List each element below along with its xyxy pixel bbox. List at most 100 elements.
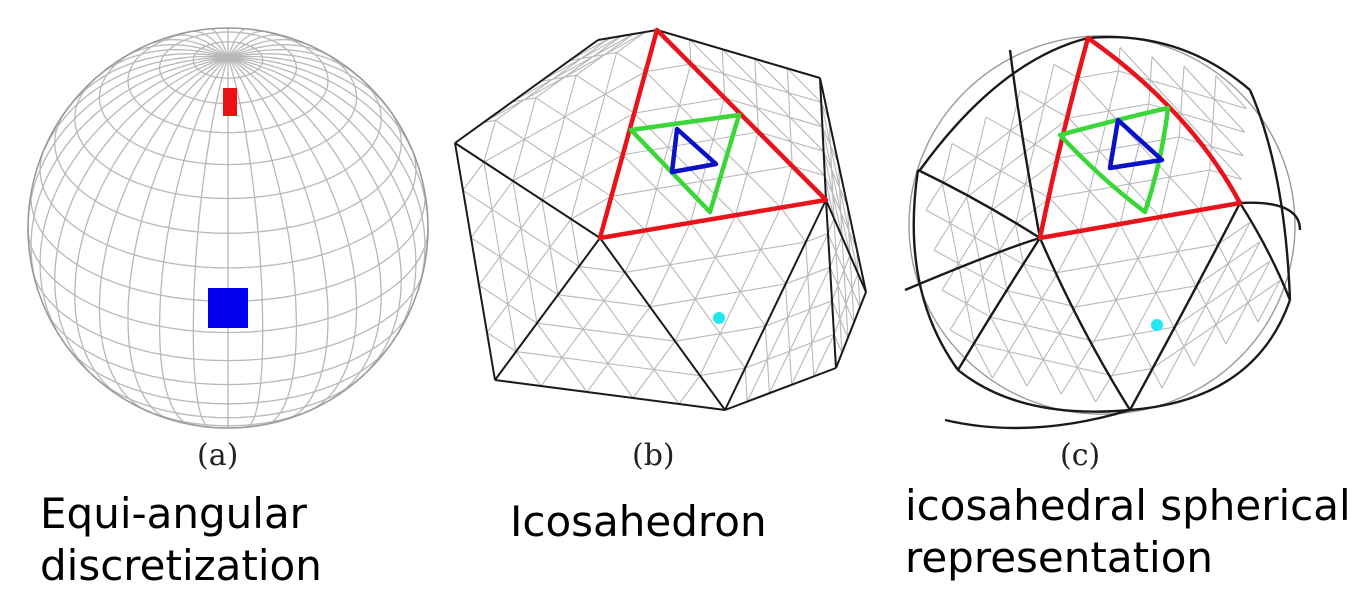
grid-line bbox=[483, 161, 517, 352]
icosahedron bbox=[454, 27, 867, 411]
longitude-line bbox=[127, 57, 229, 420]
longitude-line bbox=[227, 56, 417, 345]
grid-line bbox=[1006, 290, 1062, 395]
great-circle-arc bbox=[1038, 237, 1132, 411]
grid-line bbox=[644, 63, 692, 231]
longitude-line bbox=[61, 53, 229, 117]
grid-line bbox=[674, 214, 737, 342]
grid-line bbox=[991, 272, 1059, 379]
grid-line bbox=[1151, 280, 1281, 370]
grid-line bbox=[833, 218, 843, 353]
caption-a-line2: discretization bbox=[40, 541, 322, 590]
grid-line bbox=[805, 241, 815, 377]
grid-line bbox=[721, 48, 824, 152]
grid-line bbox=[541, 75, 577, 201]
longitude-line bbox=[227, 57, 329, 420]
panel-c-label: (c) bbox=[1060, 438, 1101, 473]
grid-line bbox=[645, 63, 691, 73]
icosahedron-edge bbox=[599, 237, 726, 411]
longitude-line bbox=[227, 49, 365, 83]
grid-line bbox=[1095, 375, 1113, 403]
grid-line bbox=[841, 236, 849, 338]
grid-line bbox=[746, 233, 829, 402]
grid-line bbox=[833, 334, 843, 354]
grid-line bbox=[1093, 216, 1161, 342]
grid-line bbox=[699, 207, 782, 376]
grid-line bbox=[1193, 241, 1261, 367]
grid-line bbox=[1023, 264, 1097, 403]
great-circle-arc bbox=[1129, 299, 1292, 412]
grid-line bbox=[1119, 47, 1243, 180]
grid-line bbox=[1217, 221, 1251, 245]
grid-line bbox=[578, 266, 680, 405]
grid-line bbox=[1151, 368, 1163, 389]
grid-line bbox=[462, 189, 580, 267]
icosahedron-edge bbox=[454, 142, 601, 239]
grid-line bbox=[787, 68, 822, 103]
figure-svg bbox=[27, 27, 1302, 430]
grid-line bbox=[966, 197, 992, 318]
caption-c-line1: icosahedral spherical bbox=[905, 481, 1351, 530]
grid-line bbox=[821, 126, 851, 256]
grid-line bbox=[586, 306, 651, 393]
grid-line bbox=[813, 334, 835, 377]
grid-line bbox=[570, 218, 580, 267]
middle-triangle bbox=[628, 112, 742, 215]
grid-line bbox=[1178, 66, 1185, 138]
grid-line bbox=[785, 283, 793, 385]
grid-line bbox=[1217, 244, 1259, 323]
great-circle-arc bbox=[1128, 202, 1242, 411]
grid-line bbox=[792, 165, 825, 177]
grid-line bbox=[831, 254, 851, 302]
grid-line bbox=[820, 102, 859, 274]
great-circle-arc bbox=[1238, 202, 1292, 301]
caption-b-line1: Icosahedron bbox=[510, 497, 767, 546]
icosahedron-edge bbox=[724, 199, 827, 411]
grid-line bbox=[645, 71, 782, 208]
great-circle-arc bbox=[919, 36, 1089, 171]
grid-line bbox=[744, 367, 748, 402]
grid-line bbox=[557, 294, 634, 399]
grid-line bbox=[512, 112, 635, 182]
grid-line bbox=[1078, 70, 1119, 79]
longitude-line bbox=[36, 55, 229, 170]
longitude-line bbox=[227, 56, 382, 398]
grid-line bbox=[689, 39, 826, 176]
grid-line bbox=[857, 273, 861, 308]
great-circle-arc bbox=[1087, 35, 1251, 91]
grid-line bbox=[649, 283, 786, 308]
grid-line bbox=[974, 343, 1113, 377]
grid-line bbox=[624, 241, 806, 273]
grid-line bbox=[611, 196, 646, 231]
caption-c-line2: representation bbox=[905, 533, 1214, 582]
grid-line bbox=[611, 165, 793, 197]
outer-spherical-triangle bbox=[1037, 35, 1243, 241]
grid-line bbox=[1057, 230, 1081, 273]
grid-line bbox=[1257, 280, 1281, 323]
pole-patch bbox=[223, 88, 237, 116]
grid-line bbox=[570, 195, 612, 220]
grid-line bbox=[828, 120, 835, 219]
grid-line bbox=[1199, 169, 1211, 211]
grid-line bbox=[942, 77, 1079, 185]
grid-line bbox=[495, 37, 611, 121]
icosahedron-edge bbox=[825, 199, 837, 369]
grid-line bbox=[824, 175, 835, 219]
panel-a-label: (a) bbox=[197, 438, 239, 473]
grid-line bbox=[1195, 285, 1227, 345]
longitude-line bbox=[227, 56, 402, 379]
icosahedron-edge bbox=[819, 77, 827, 201]
caption-b: Icosahedron bbox=[510, 496, 767, 548]
grid-line bbox=[745, 333, 835, 369]
grid-line bbox=[827, 233, 861, 308]
grid-line bbox=[933, 249, 1008, 292]
grid-line bbox=[724, 97, 823, 128]
icosahedron-edge bbox=[597, 29, 658, 41]
grid-line bbox=[966, 117, 1070, 198]
grid-line bbox=[829, 266, 855, 323]
grid-line bbox=[1049, 197, 1081, 232]
grid-line bbox=[540, 272, 626, 387]
great-circle-arc bbox=[1008, 49, 1042, 239]
grid-line bbox=[827, 218, 835, 234]
grid-line bbox=[949, 224, 1017, 331]
